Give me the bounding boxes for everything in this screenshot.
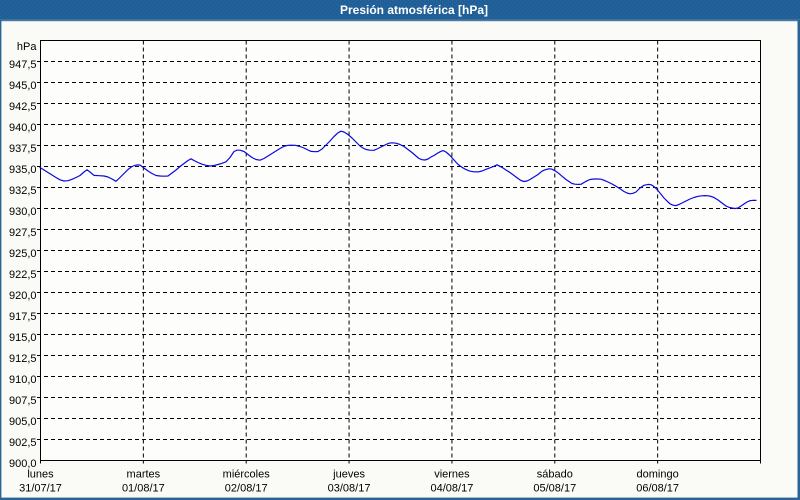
svg-text:910,0: 910,0 — [9, 374, 37, 386]
svg-text:Presión atmosférica [hPa]: Presión atmosférica [hPa] — [340, 3, 488, 17]
svg-text:04/08/17: 04/08/17 — [431, 483, 474, 495]
svg-text:905,0: 905,0 — [9, 416, 37, 428]
svg-text:05/08/17: 05/08/17 — [533, 483, 576, 495]
svg-text:930,0: 930,0 — [9, 206, 37, 218]
svg-text:937,5: 937,5 — [9, 143, 37, 155]
svg-text:912,5: 912,5 — [9, 353, 37, 365]
svg-text:922,5: 922,5 — [9, 269, 37, 281]
svg-text:917,5: 917,5 — [9, 311, 37, 323]
svg-text:927,5: 927,5 — [9, 227, 37, 239]
svg-text:domingo: domingo — [637, 469, 679, 481]
svg-text:01/08/17: 01/08/17 — [122, 483, 165, 495]
svg-text:miércoles: miércoles — [223, 469, 271, 481]
svg-text:02/08/17: 02/08/17 — [225, 483, 268, 495]
svg-text:920,0: 920,0 — [9, 290, 37, 302]
svg-text:900,0: 900,0 — [9, 458, 37, 470]
svg-text:902,5: 902,5 — [9, 437, 37, 449]
svg-text:hPa: hPa — [17, 41, 37, 53]
svg-text:940,0: 940,0 — [9, 122, 37, 134]
svg-text:06/08/17: 06/08/17 — [636, 483, 679, 495]
svg-text:martes: martes — [127, 469, 161, 481]
svg-text:945,0: 945,0 — [9, 80, 37, 92]
svg-text:915,0: 915,0 — [9, 332, 37, 344]
svg-text:lunes: lunes — [27, 469, 54, 481]
svg-text:31/07/17: 31/07/17 — [19, 483, 62, 495]
svg-text:viernes: viernes — [434, 469, 470, 481]
svg-text:935,0: 935,0 — [9, 164, 37, 176]
svg-text:942,5: 942,5 — [9, 101, 37, 113]
svg-text:925,0: 925,0 — [9, 248, 37, 260]
svg-text:sábado: sábado — [537, 469, 573, 481]
svg-text:947,5: 947,5 — [9, 59, 37, 71]
svg-text:jueves: jueves — [332, 469, 365, 481]
svg-text:03/08/17: 03/08/17 — [328, 483, 371, 495]
svg-text:932,5: 932,5 — [9, 185, 37, 197]
svg-text:907,5: 907,5 — [9, 395, 37, 407]
